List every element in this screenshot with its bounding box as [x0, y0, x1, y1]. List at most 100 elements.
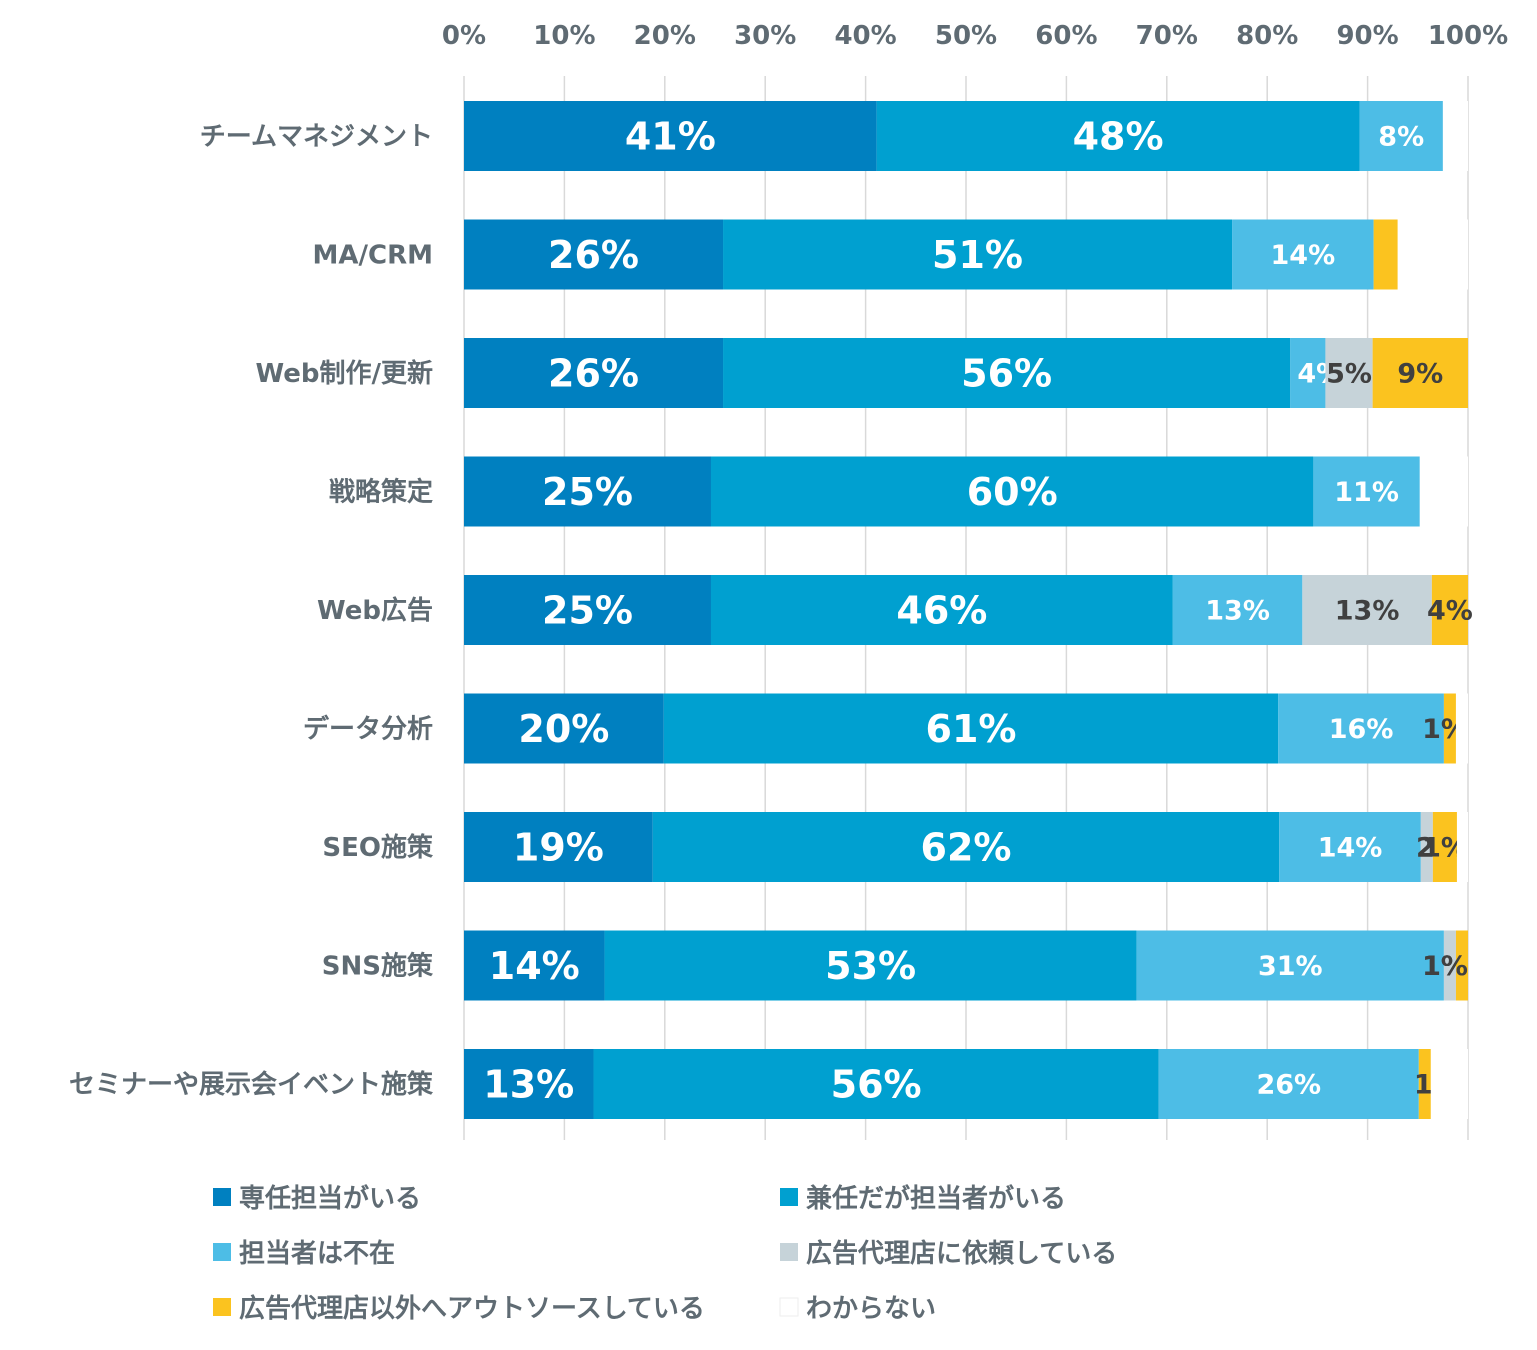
- bar-segment: [1397, 219, 1468, 290]
- data-label: 61%: [926, 707, 1017, 751]
- data-label: 9%: [1397, 359, 1443, 390]
- x-tick-label: 90%: [1336, 21, 1398, 51]
- data-label: 19%: [513, 826, 604, 870]
- bar-segment: [1279, 812, 1421, 882]
- bar-segment: [464, 101, 877, 171]
- x-tick-label: 0%: [442, 21, 486, 51]
- data-label: 4%: [1427, 596, 1473, 627]
- x-tick-label: 20%: [634, 21, 696, 51]
- data-label: 26%: [1256, 1070, 1321, 1101]
- data-label: 14%: [1271, 240, 1336, 271]
- x-tick-label: 10%: [533, 21, 595, 51]
- bar-segment: [1302, 575, 1432, 645]
- legend-swatch: [213, 1188, 231, 1206]
- bar-segment: [652, 812, 1280, 882]
- legend-swatch: [779, 1297, 799, 1317]
- category-label: SEO施策: [322, 832, 433, 863]
- bar-segment: [1420, 812, 1433, 882]
- bar-segment: [1456, 812, 1468, 882]
- bar-segment: [593, 1049, 1159, 1119]
- legend-label: 担当者は不在: [239, 1239, 395, 1269]
- x-axis-ticks: 0% 10% 20% 30% 40% 50% 60% 70% 80% 90% 100%: [442, 21, 1508, 51]
- legend-label: 専任担当がいる: [239, 1183, 421, 1214]
- bar-segment: [876, 101, 1360, 171]
- data-label: 8%: [1378, 122, 1424, 153]
- bar-segment: [464, 930, 605, 1001]
- category-label: Web制作/更新: [256, 358, 434, 389]
- data-label: 56%: [831, 1063, 922, 1107]
- data-label: 14%: [489, 944, 580, 988]
- bar-segment: [710, 575, 1173, 645]
- data-label: 26%: [548, 352, 639, 396]
- category-label: Web広告: [317, 595, 433, 626]
- bar-segment: [1325, 338, 1373, 408]
- bar-segment: [1373, 219, 1398, 290]
- data-label: 11%: [1334, 477, 1399, 508]
- x-tick-label: 70%: [1136, 21, 1198, 51]
- bar-segment: [1290, 338, 1326, 408]
- bar-segment: [663, 693, 1279, 764]
- legend-swatch: [780, 1188, 798, 1206]
- data-label: 20%: [518, 707, 609, 751]
- bar-segment: [464, 575, 711, 645]
- legend-label: 広告代理店に依頼している: [806, 1238, 1117, 1269]
- bar-segment: [1443, 930, 1456, 1001]
- data-label: 13%: [483, 1063, 574, 1107]
- x-tick-label: 60%: [1035, 21, 1097, 51]
- data-label: 13%: [1205, 596, 1270, 627]
- bar-segment: [1313, 456, 1420, 527]
- bar-segment: [723, 338, 1291, 408]
- legend-label: わからない: [806, 1294, 936, 1324]
- bars: 41%48%8%26%51%14%2%26%56%4%5%9%25%60%11%…: [464, 101, 1473, 1119]
- data-label: 16%: [1329, 714, 1394, 745]
- data-label: 62%: [921, 826, 1012, 870]
- legend-swatch: [213, 1243, 231, 1261]
- data-label: 25%: [542, 589, 633, 633]
- category-label: SNS施策: [322, 951, 433, 982]
- bar-segment: [464, 693, 664, 764]
- bar-segment: [1455, 930, 1468, 1001]
- category-label: セミナーや展示会イベント施策: [69, 1069, 433, 1100]
- legend-swatch: [213, 1298, 231, 1316]
- data-label: 31%: [1258, 951, 1323, 982]
- bar-segment: [1359, 101, 1443, 171]
- bar-segment: [723, 219, 1233, 290]
- data-label: 46%: [896, 589, 987, 633]
- x-tick-label: 40%: [834, 21, 896, 51]
- legend-swatch: [780, 1243, 798, 1261]
- bar-segment: [464, 219, 724, 290]
- bar-segment: [710, 456, 1314, 527]
- bar-segment: [1442, 101, 1468, 171]
- data-label: 48%: [1073, 115, 1164, 159]
- data-label: 25%: [542, 470, 633, 514]
- bar-segment: [464, 812, 653, 882]
- category-label: 戦略策定: [329, 477, 433, 508]
- bar-segment: [1455, 693, 1468, 764]
- bar-segment: [604, 930, 1137, 1001]
- bar-segment: [1419, 456, 1468, 527]
- x-tick-label: 50%: [935, 21, 997, 51]
- x-tick-label: 100%: [1428, 21, 1508, 51]
- bar-segment: [1158, 1049, 1419, 1119]
- bar-segment: [1431, 575, 1468, 645]
- data-label: 5%: [1326, 359, 1372, 390]
- bar-segment: [1232, 219, 1374, 290]
- category-label: MA/CRM: [313, 241, 433, 271]
- bar-segment: [1136, 930, 1444, 1001]
- data-label: 53%: [825, 944, 916, 988]
- bar-segment: [464, 456, 711, 527]
- category-label: データ分析: [303, 714, 433, 745]
- data-label: 60%: [967, 470, 1058, 514]
- bar-segment: [464, 1049, 594, 1119]
- category-label: チームマネジメント: [200, 122, 433, 152]
- bar-segment: [1430, 1049, 1468, 1119]
- bar-segment: [464, 338, 724, 408]
- x-tick-label: 80%: [1236, 21, 1298, 51]
- data-label: 41%: [625, 115, 716, 159]
- legend-label: 兼任だが担当者がいる: [806, 1183, 1066, 1214]
- bar-segment: [1278, 693, 1444, 764]
- bar-segment: [1172, 575, 1303, 645]
